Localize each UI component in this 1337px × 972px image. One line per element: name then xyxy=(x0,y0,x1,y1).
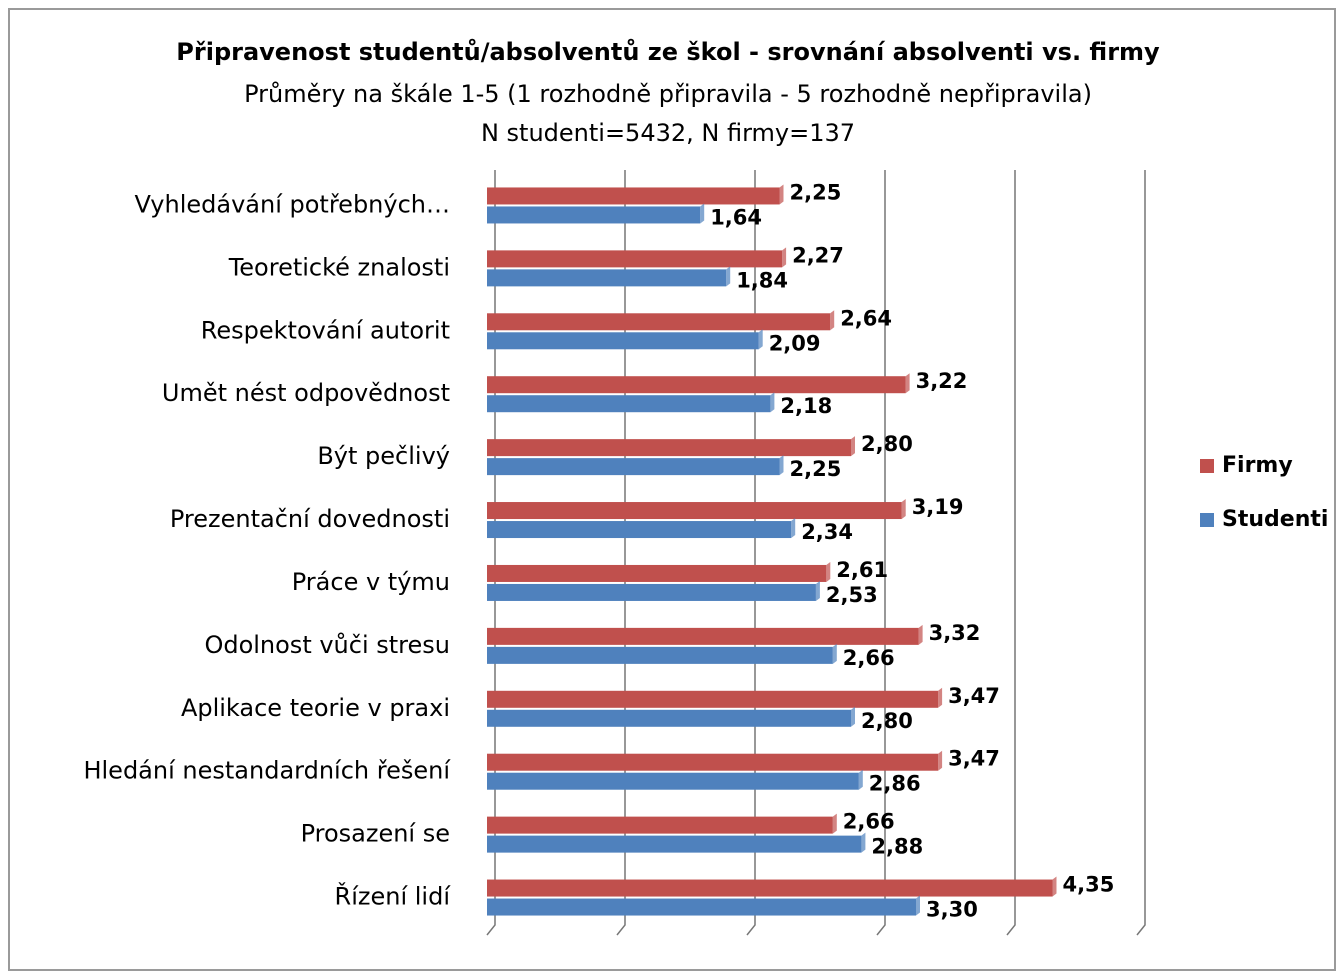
bar-side xyxy=(832,813,837,834)
y-tick-label: Řízení lidí xyxy=(335,882,452,911)
bar xyxy=(487,439,851,457)
y-tick-label: Aplikace teorie v praxi xyxy=(181,694,450,722)
value-label: 4,35 xyxy=(1063,873,1115,897)
bar-side xyxy=(851,436,855,457)
value-label: 2,53 xyxy=(826,583,878,607)
bar xyxy=(487,376,906,394)
y-tick-label: Umět nést odpovědnost xyxy=(162,379,450,407)
bar xyxy=(487,879,1053,897)
bar-side xyxy=(832,643,837,664)
value-label: 2,86 xyxy=(869,772,921,796)
value-label: 3,19 xyxy=(912,495,964,519)
bar-side xyxy=(938,750,943,771)
legend-label: Firmy xyxy=(1222,453,1293,478)
value-label: 1,84 xyxy=(736,268,788,292)
bar-side xyxy=(851,706,855,727)
bar-side xyxy=(700,203,705,224)
value-label: 2,09 xyxy=(769,331,821,355)
value-label: 3,32 xyxy=(929,621,981,645)
value-label: 2,80 xyxy=(861,432,913,456)
bar-side xyxy=(901,499,906,520)
value-label: 2,18 xyxy=(780,394,832,418)
value-label: 2,61 xyxy=(836,558,888,582)
value-label: 2,25 xyxy=(790,457,842,481)
chart-frame xyxy=(8,8,1336,971)
bar-side xyxy=(726,266,731,287)
value-label: 3,22 xyxy=(916,369,968,393)
bar-side xyxy=(938,687,943,708)
value-label: 2,34 xyxy=(801,520,853,544)
grid-line xyxy=(746,170,756,936)
value-label: 2,64 xyxy=(840,306,892,330)
bar-side xyxy=(830,310,835,331)
y-tick-label: Vyhledávání potřebných… xyxy=(135,190,450,218)
bar xyxy=(487,709,851,727)
bar-side xyxy=(782,247,787,268)
y-tick-label: Prosazení se xyxy=(301,820,450,848)
bar xyxy=(487,250,783,268)
y-tick-label: Teoretické znalosti xyxy=(228,253,450,281)
value-label: 3,47 xyxy=(948,684,1000,708)
bar xyxy=(487,332,759,350)
bar xyxy=(487,521,792,539)
bar xyxy=(487,564,827,582)
value-label: 3,30 xyxy=(926,898,978,922)
bar-side xyxy=(791,518,796,539)
bar-side xyxy=(779,184,784,205)
bar xyxy=(487,269,727,287)
legend-swatch xyxy=(1200,513,1214,527)
bar xyxy=(487,772,859,790)
bar xyxy=(487,646,833,664)
grid-line xyxy=(876,170,886,936)
grid-line xyxy=(1006,170,1016,936)
bar xyxy=(487,627,919,645)
bar-side xyxy=(779,455,784,476)
bar xyxy=(487,690,939,708)
bar xyxy=(487,583,816,601)
y-tick-label: Práce v týmu xyxy=(292,568,450,596)
value-label: 3,47 xyxy=(948,747,1000,771)
y-tick-label: Respektování autorit xyxy=(201,316,450,344)
bar-side xyxy=(758,329,763,350)
bar-side xyxy=(861,832,866,853)
value-label: 2,80 xyxy=(861,709,913,733)
y-tick-label: Být pečlivý xyxy=(317,442,450,470)
value-label: 1,64 xyxy=(710,205,762,229)
bar-side xyxy=(1052,876,1057,897)
bar xyxy=(487,502,902,520)
y-tick-label: Prezentační dovednosti xyxy=(170,505,450,533)
grid-line xyxy=(486,170,496,936)
bar-side xyxy=(770,392,775,413)
bar xyxy=(487,816,833,834)
bar xyxy=(487,187,780,205)
bar xyxy=(487,395,771,413)
value-label: 2,27 xyxy=(792,243,844,267)
bar-side xyxy=(826,561,831,582)
value-label: 2,66 xyxy=(843,810,895,834)
bar xyxy=(487,835,862,853)
grid-line xyxy=(616,170,626,936)
value-label: 2,88 xyxy=(871,835,923,859)
bar-side xyxy=(858,769,863,790)
chart-note: N studenti=5432, N firmy=137 xyxy=(481,119,855,147)
chart-subtitle: Průměry na škále 1-5 (1 rozhodně připrav… xyxy=(244,80,1092,108)
value-label: 2,66 xyxy=(843,646,895,670)
grid-line xyxy=(1136,170,1146,936)
bar xyxy=(487,898,916,916)
bar-side xyxy=(916,895,920,916)
bar-side xyxy=(905,373,910,394)
bar-side xyxy=(918,624,923,645)
bar xyxy=(487,313,831,331)
bar-side xyxy=(815,580,820,601)
bar xyxy=(487,753,939,771)
legend-swatch xyxy=(1200,459,1214,473)
value-label: 2,25 xyxy=(790,180,842,204)
chart-title: Připravenost studentů/absolventů ze škol… xyxy=(176,38,1160,66)
legend-label: Studenti xyxy=(1222,507,1328,532)
y-tick-label: Hledání nestandardních řešení xyxy=(83,757,451,785)
bar xyxy=(487,206,701,224)
y-tick-label: Odolnost vůči stresu xyxy=(204,631,450,659)
bar xyxy=(487,458,780,476)
